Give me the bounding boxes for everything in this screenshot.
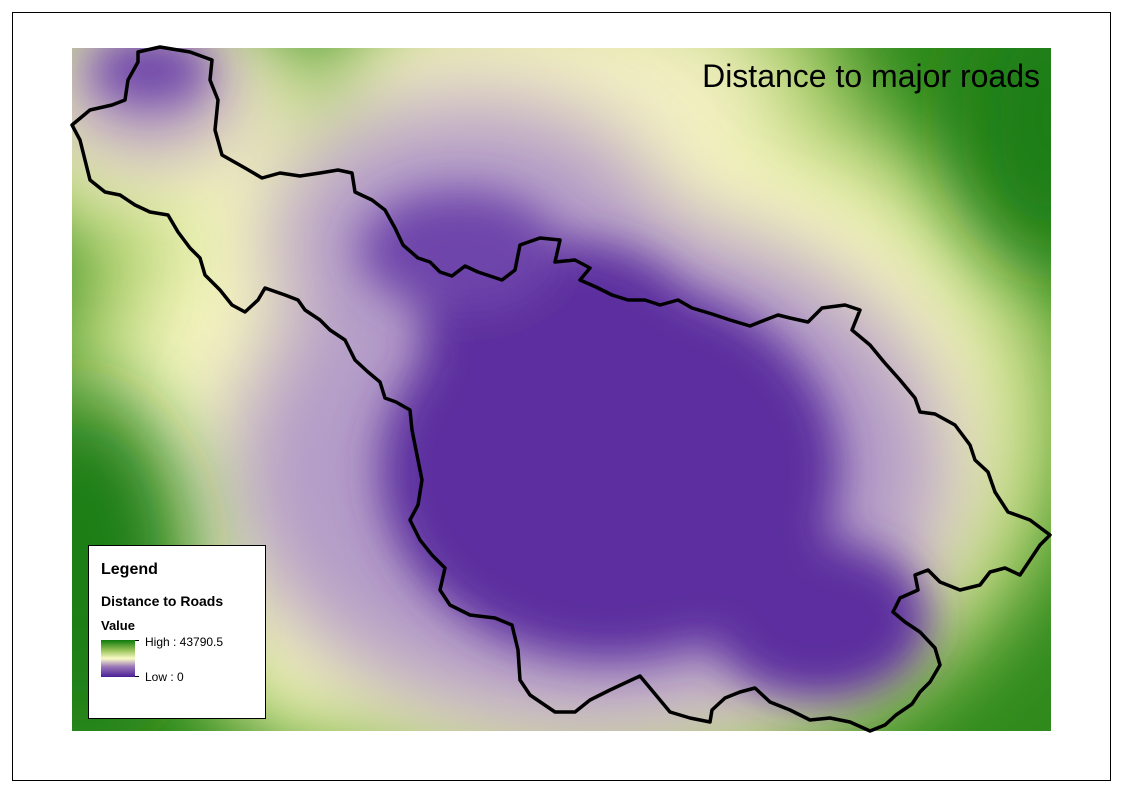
legend-high-tick — [135, 640, 139, 641]
legend-title: Legend — [101, 561, 158, 578]
district-boundary — [70, 45, 1052, 733]
legend-high-label: High : 43790.5 — [145, 635, 224, 649]
legend-low-tick — [135, 676, 139, 677]
legend-color-ramp — [101, 640, 135, 677]
legend-field-name: Value — [101, 618, 135, 633]
legend-low-label: Low : 0 — [145, 670, 184, 684]
legend-layer-name: Distance to Roads — [101, 593, 224, 609]
map-title: Distance to major roads — [702, 58, 1040, 94]
legend-box: Legend Distance to Roads Value High : 43… — [88, 545, 266, 719]
